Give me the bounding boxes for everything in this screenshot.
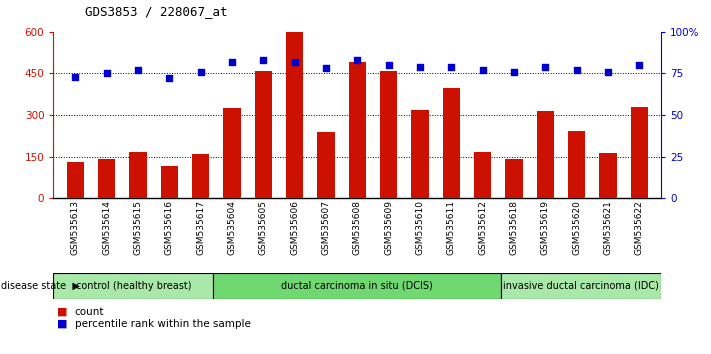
Bar bbox=[537, 111, 554, 198]
Bar bbox=[192, 154, 209, 198]
Text: GSM535609: GSM535609 bbox=[384, 200, 393, 255]
Text: GSM535612: GSM535612 bbox=[478, 200, 487, 255]
Bar bbox=[506, 159, 523, 198]
Bar bbox=[474, 153, 491, 198]
Bar bbox=[129, 153, 146, 198]
Text: GSM535607: GSM535607 bbox=[321, 200, 331, 255]
Point bbox=[257, 57, 269, 63]
Bar bbox=[255, 71, 272, 198]
Bar bbox=[501, 273, 661, 299]
Bar bbox=[317, 132, 335, 198]
Bar bbox=[98, 159, 115, 198]
Bar bbox=[67, 162, 84, 198]
Text: GSM535606: GSM535606 bbox=[290, 200, 299, 255]
Point bbox=[101, 71, 112, 76]
Text: GSM535615: GSM535615 bbox=[134, 200, 142, 255]
Point bbox=[320, 65, 331, 71]
Point bbox=[289, 59, 300, 65]
Point bbox=[195, 69, 206, 75]
Bar bbox=[223, 108, 240, 198]
Text: GSM535614: GSM535614 bbox=[102, 200, 111, 255]
Text: GDS3853 / 228067_at: GDS3853 / 228067_at bbox=[85, 5, 228, 18]
Bar bbox=[412, 109, 429, 198]
Point bbox=[446, 64, 457, 70]
Text: GSM535613: GSM535613 bbox=[71, 200, 80, 255]
Text: ■: ■ bbox=[57, 307, 68, 316]
Text: GSM535605: GSM535605 bbox=[259, 200, 268, 255]
Text: GSM535619: GSM535619 bbox=[541, 200, 550, 255]
Bar bbox=[286, 32, 303, 198]
Point bbox=[132, 67, 144, 73]
Point bbox=[70, 74, 81, 80]
Text: ■: ■ bbox=[57, 319, 68, 329]
Point bbox=[351, 57, 363, 63]
Point bbox=[383, 62, 395, 68]
Text: GSM535618: GSM535618 bbox=[510, 200, 518, 255]
Text: GSM535617: GSM535617 bbox=[196, 200, 205, 255]
Text: disease state  ▶: disease state ▶ bbox=[1, 281, 80, 291]
Point bbox=[634, 62, 645, 68]
Text: control (healthy breast): control (healthy breast) bbox=[75, 281, 191, 291]
Text: GSM535616: GSM535616 bbox=[165, 200, 173, 255]
Bar bbox=[599, 153, 616, 198]
Text: percentile rank within the sample: percentile rank within the sample bbox=[75, 319, 250, 329]
Point bbox=[540, 64, 551, 70]
Point bbox=[571, 67, 582, 73]
Point bbox=[508, 69, 520, 75]
Bar bbox=[380, 71, 397, 198]
Bar bbox=[161, 166, 178, 198]
Text: invasive ductal carcinoma (IDC): invasive ductal carcinoma (IDC) bbox=[503, 281, 659, 291]
Point bbox=[477, 67, 488, 73]
Point bbox=[164, 76, 175, 81]
Text: GSM535610: GSM535610 bbox=[415, 200, 424, 255]
Text: GSM535620: GSM535620 bbox=[572, 200, 581, 255]
Text: GSM535622: GSM535622 bbox=[635, 200, 643, 255]
Text: GSM535621: GSM535621 bbox=[604, 200, 612, 255]
Bar bbox=[348, 62, 366, 198]
Bar bbox=[443, 88, 460, 198]
Bar bbox=[631, 107, 648, 198]
Bar bbox=[53, 273, 213, 299]
Point bbox=[226, 59, 237, 65]
Text: GSM535604: GSM535604 bbox=[228, 200, 237, 255]
Point bbox=[415, 64, 426, 70]
Bar bbox=[213, 273, 501, 299]
Text: GSM535611: GSM535611 bbox=[447, 200, 456, 255]
Bar bbox=[568, 131, 585, 198]
Text: GSM535608: GSM535608 bbox=[353, 200, 362, 255]
Text: count: count bbox=[75, 307, 104, 316]
Text: ductal carcinoma in situ (DCIS): ductal carcinoma in situ (DCIS) bbox=[282, 281, 433, 291]
Point bbox=[602, 69, 614, 75]
